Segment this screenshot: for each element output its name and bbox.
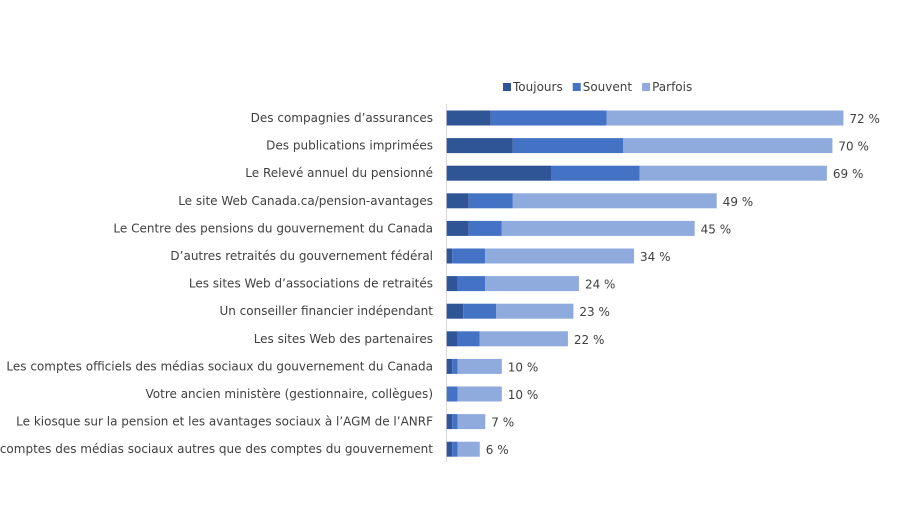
bar-segment-parfois	[457, 386, 502, 402]
bar-segment-parfois	[606, 110, 844, 126]
bar-segment-souvent	[446, 386, 458, 402]
legend-swatch-toujours	[503, 83, 511, 91]
bar-segment-souvent	[452, 441, 458, 457]
bar-segment-toujours	[446, 220, 469, 236]
bar-segment-toujours	[446, 441, 453, 457]
total-label: 24 %	[585, 278, 616, 292]
category-label: Votre ancien ministère (gestionnaire, co…	[146, 387, 433, 401]
bar-segment-parfois	[457, 441, 480, 457]
bar-segment-souvent	[490, 110, 607, 126]
total-label: 45 %	[701, 222, 732, 236]
category-label: Les comptes officiels des médias sociaux…	[6, 359, 433, 373]
bar-segment-parfois	[639, 165, 827, 181]
total-label: 49 %	[723, 195, 754, 209]
legend-swatch-parfois	[642, 83, 651, 91]
bar-segment-parfois	[457, 414, 486, 430]
bar-segment-souvent	[452, 358, 458, 374]
category-label: Un conseiller financier indépendant	[219, 304, 433, 318]
total-label: 10 %	[508, 360, 539, 374]
legend-label: Toujours	[512, 80, 563, 94]
bar-segment-souvent	[457, 331, 480, 347]
bar-segment-souvent	[457, 276, 486, 292]
bar-segment-souvent	[512, 138, 624, 154]
category-label: Le Centre des pensions du gouvernement d…	[113, 221, 433, 235]
bar-segment-souvent	[452, 248, 486, 264]
total-label: 69 %	[833, 167, 864, 181]
total-label: 34 %	[640, 250, 671, 264]
total-labels: 72 % 70 % 69 % 49 % 45 % 34 % 24 % 23 % 22 % 10 %…	[486, 112, 880, 457]
bar-segment-toujours	[446, 110, 491, 126]
total-label: 70 %	[838, 140, 869, 154]
bar-segment-toujours	[446, 414, 453, 430]
category-label: Les sites Web des partenaires	[254, 332, 433, 346]
bar-segment-toujours	[446, 138, 513, 154]
bar-segment-toujours	[446, 303, 464, 319]
bar-segment-toujours	[446, 331, 458, 347]
category-label: Les sites Web d’associations de retraité…	[189, 277, 433, 291]
category-labels: Des compagnies d’assurances Des publicati…	[0, 111, 433, 456]
bar-segment-parfois	[457, 358, 502, 374]
bar-segment-toujours	[446, 276, 458, 292]
legend-label: Souvent	[583, 80, 633, 94]
bar-segment-souvent	[551, 165, 640, 181]
bars	[446, 110, 844, 457]
bar-segment-toujours	[446, 193, 469, 209]
category-label: Le Relevé annuel du pensionné	[245, 166, 433, 180]
bar-segment-parfois	[496, 303, 574, 319]
bar-segment-parfois	[512, 193, 717, 209]
category-label: Le kiosque sur la pension et les avantag…	[16, 415, 433, 429]
legend: Toujours Souvent Parfois	[503, 80, 692, 94]
bar-segment-souvent	[468, 220, 502, 236]
category-label: Des compagnies d’assurances	[251, 111, 433, 125]
bar-segment-parfois	[479, 331, 568, 347]
bar-segment-souvent	[452, 414, 458, 430]
bar-segment-parfois	[485, 276, 579, 292]
bar-segment-toujours	[446, 248, 453, 264]
bar-segment-parfois	[623, 138, 833, 154]
total-label: 10 %	[508, 388, 539, 402]
category-label: D’autres retraités du gouvernement fédér…	[170, 249, 433, 263]
bar-segment-toujours	[446, 358, 453, 374]
category-label: Les comptes des médias sociaux autres qu…	[0, 442, 433, 456]
total-label: 22 %	[574, 333, 605, 347]
bar-segment-parfois	[501, 220, 695, 236]
legend-swatch-souvent	[572, 83, 581, 91]
bar-segment-souvent	[468, 193, 513, 209]
total-label: 23 %	[579, 305, 610, 319]
bar-segment-parfois	[485, 248, 635, 264]
total-label: 72 %	[849, 112, 880, 126]
bar-segment-toujours	[446, 165, 552, 181]
total-label: 7 %	[491, 416, 514, 430]
bar-segment-souvent	[463, 303, 497, 319]
category-label: Le site Web Canada.ca/pension-avantages	[178, 194, 433, 208]
category-label: Des publications imprimées	[266, 139, 433, 153]
total-label: 6 %	[486, 443, 509, 457]
legend-label: Parfois	[652, 80, 692, 94]
